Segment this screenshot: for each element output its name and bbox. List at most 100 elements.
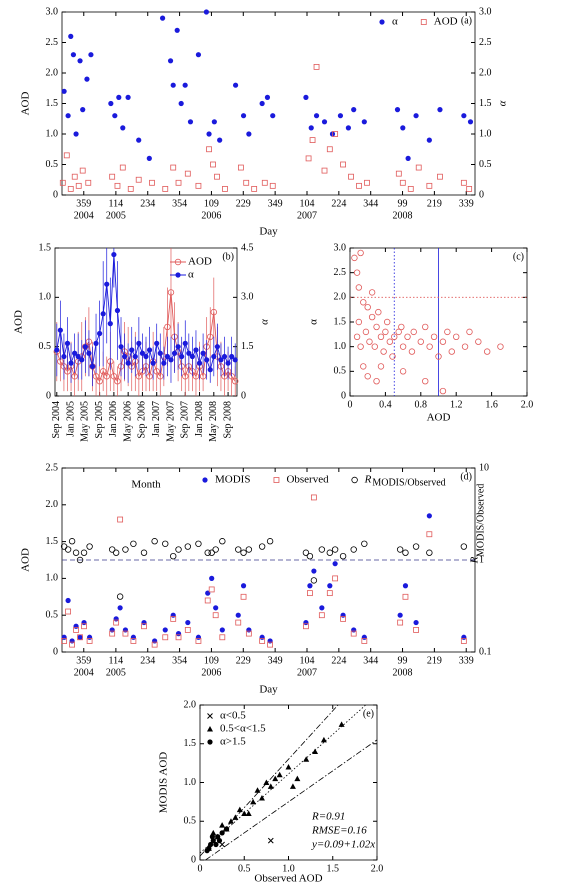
- point: [362, 328, 370, 336]
- point: [222, 185, 228, 192]
- point: [162, 627, 168, 633]
- point: [266, 538, 274, 545]
- point: [461, 343, 469, 350]
- point: [219, 822, 226, 828]
- point: [116, 94, 122, 100]
- point: [417, 338, 424, 345]
- point: [345, 125, 351, 131]
- y-tick-label: 1.0: [334, 341, 347, 352]
- year-label: 2007: [297, 667, 317, 678]
- point: [119, 164, 126, 171]
- point: [303, 94, 309, 100]
- point: [338, 721, 345, 727]
- point: [357, 249, 364, 257]
- point: [259, 638, 266, 644]
- x-tick-label: May 2006: [122, 401, 133, 442]
- point: [151, 641, 158, 648]
- point: [397, 612, 403, 618]
- point: [208, 841, 214, 848]
- point: [80, 107, 86, 113]
- point: [321, 119, 328, 125]
- legend-marker: [202, 477, 208, 483]
- legend-label: MODIS: [215, 474, 250, 486]
- plot-frame: [54, 247, 238, 397]
- point: [357, 343, 364, 350]
- point: [68, 360, 74, 366]
- x-tick-label: 234: [140, 198, 155, 209]
- point: [209, 834, 215, 840]
- point: [213, 605, 219, 611]
- point: [116, 593, 124, 600]
- point: [164, 353, 171, 360]
- y-tick-label: 0.5: [334, 366, 347, 377]
- point: [73, 627, 79, 633]
- y-tick-label: 0: [53, 646, 58, 657]
- year-label: 2007: [297, 210, 317, 221]
- point: [135, 373, 143, 380]
- point: [400, 125, 406, 131]
- point: [146, 347, 153, 353]
- y-tick-label: 2.5: [46, 37, 59, 48]
- point: [305, 155, 312, 162]
- point: [261, 179, 268, 186]
- point: [192, 373, 200, 380]
- point: [453, 333, 460, 340]
- point: [151, 538, 158, 545]
- point: [313, 64, 320, 70]
- point: [355, 284, 363, 291]
- point: [402, 593, 409, 600]
- x-tick-label: 1.0: [282, 863, 295, 874]
- y2-tick-label: 0.5: [479, 159, 492, 170]
- x-tick-label: 99: [398, 655, 408, 666]
- y2-axis-label-sub: MODIS/Observed: [475, 484, 486, 557]
- point: [394, 107, 401, 113]
- y2-tick-label: 2.5: [479, 37, 492, 48]
- point: [97, 330, 103, 337]
- x-tick-label: 104: [299, 198, 314, 209]
- x-tick-label: 109: [204, 198, 219, 209]
- point: [195, 182, 202, 189]
- point: [79, 167, 86, 174]
- point: [146, 373, 153, 380]
- point: [89, 363, 96, 369]
- point: [364, 373, 371, 380]
- point: [353, 269, 361, 276]
- point: [337, 113, 344, 119]
- legend-marker: [174, 258, 182, 266]
- point: [61, 634, 67, 640]
- point: [72, 549, 80, 556]
- point: [207, 367, 213, 373]
- point: [54, 347, 60, 353]
- y-axis-label: α: [308, 319, 320, 325]
- point: [207, 333, 214, 340]
- point: [307, 590, 313, 597]
- y-tick-label: 2.0: [46, 499, 59, 510]
- point: [215, 834, 221, 840]
- point: [289, 783, 296, 789]
- point: [340, 615, 346, 622]
- x-tick-label: 104: [299, 655, 314, 666]
- point: [75, 353, 81, 360]
- y-tick-label: 0: [53, 189, 58, 200]
- x-tick-label: 0: [198, 863, 203, 874]
- point: [114, 182, 121, 189]
- annotation: y=0.09+1.02x: [311, 839, 375, 851]
- point: [182, 340, 188, 346]
- point: [175, 344, 181, 350]
- y-tick-label: 1.5: [46, 536, 59, 547]
- point: [68, 33, 74, 40]
- point: [122, 546, 129, 553]
- point: [310, 494, 317, 501]
- point: [444, 328, 451, 336]
- point: [251, 185, 258, 192]
- point: [170, 164, 177, 171]
- point: [195, 638, 202, 644]
- point: [241, 810, 248, 816]
- point: [152, 638, 158, 644]
- y-tick-label: 1.0: [39, 292, 52, 303]
- point: [170, 615, 177, 622]
- point: [232, 378, 239, 385]
- point: [402, 549, 409, 556]
- point: [466, 328, 473, 336]
- point: [303, 619, 309, 626]
